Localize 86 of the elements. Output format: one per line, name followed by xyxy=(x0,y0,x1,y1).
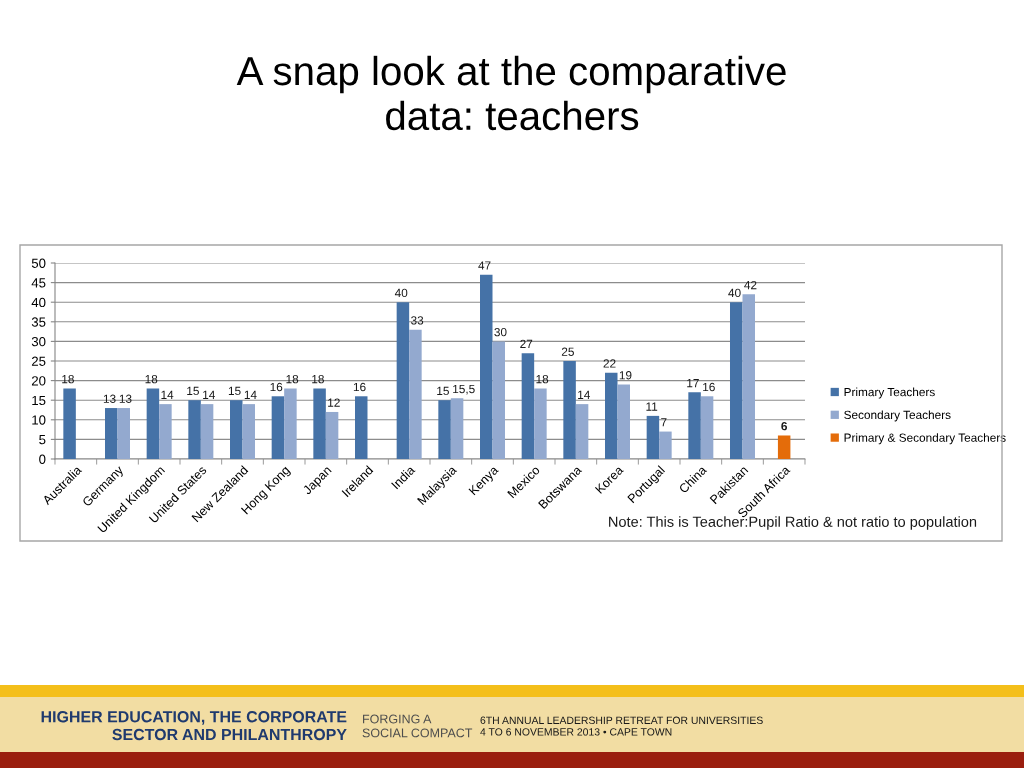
data-label: 19 xyxy=(619,371,632,380)
data-label: 16 xyxy=(353,382,366,392)
y-tick-label: 40 xyxy=(31,297,46,308)
data-label: 40 xyxy=(728,288,741,298)
bar xyxy=(146,388,160,459)
data-label: 6 xyxy=(781,422,788,431)
y-tick-label: 10 xyxy=(32,415,46,425)
y-tick-label: 45 xyxy=(31,278,46,288)
data-label: 18 xyxy=(312,374,324,384)
y-tick-label: 35 xyxy=(31,317,46,327)
bar xyxy=(325,411,339,459)
data-label: 16 xyxy=(270,382,283,392)
text: FORGING A SOCIAL COMPACT xyxy=(362,714,473,738)
bar xyxy=(409,329,422,459)
y-tick-label: 15 xyxy=(32,395,46,406)
legend-label: Primary Teachers xyxy=(844,387,935,399)
data-label: 14 xyxy=(161,390,174,399)
data-label: 47 xyxy=(478,261,491,270)
bar xyxy=(396,302,410,459)
data-label: 16 xyxy=(703,382,715,392)
data-label: 42 xyxy=(744,280,757,290)
text: 6TH ANNUAL LEADERSHIP RETREAT FOR UNIVERSITIES 4 TO 6 NOVEMBER 2013 • CAPE TOWN xyxy=(480,716,763,736)
y-tick-label: 0 xyxy=(39,454,46,464)
data-label: 18 xyxy=(62,374,74,384)
bar xyxy=(688,392,701,459)
data-label: 18 xyxy=(536,374,549,384)
bar xyxy=(438,400,451,459)
bar xyxy=(777,435,791,459)
bar xyxy=(284,388,297,459)
bar xyxy=(230,400,243,459)
bar xyxy=(105,408,118,459)
y-tick-label: 20 xyxy=(31,376,46,386)
data-label: 11 xyxy=(646,402,658,411)
y-tick-label: 50 xyxy=(31,258,46,268)
bar xyxy=(742,294,755,459)
bar xyxy=(659,431,672,459)
chart-title: A snap look at the comparative data: teachers xyxy=(236,55,786,131)
bar xyxy=(521,353,535,459)
bar xyxy=(646,415,660,459)
data-label: 12 xyxy=(328,398,340,407)
bar xyxy=(159,404,172,459)
y-tick-label: 5 xyxy=(39,435,46,445)
data-label: 25 xyxy=(561,347,574,356)
bar xyxy=(313,388,326,459)
x-tick-label: India xyxy=(390,464,416,490)
data-label: 22 xyxy=(603,359,616,368)
bar xyxy=(534,388,547,459)
data-label: 15 xyxy=(228,386,241,396)
data-label: 15,5 xyxy=(453,384,475,395)
legend-label: Primary & Secondary Teachers xyxy=(844,433,1006,445)
bar xyxy=(63,388,76,459)
bar xyxy=(563,361,576,459)
legend-label: Secondary Teachers xyxy=(844,410,951,422)
bar xyxy=(700,396,714,459)
data-label: 13 xyxy=(103,394,116,403)
y-tick-label: 25 xyxy=(31,356,46,366)
data-label: 15 xyxy=(437,386,449,396)
data-label: 40 xyxy=(394,288,408,298)
data-label: 14 xyxy=(244,390,257,399)
text: HIGHER EDUCATION, THE CORPORATE SECTOR AND PHILANTHROPY xyxy=(41,711,347,741)
data-label: 17 xyxy=(687,379,699,388)
text: Note: This is Teacher:Pupil Ratio & not ratio to population xyxy=(609,516,977,530)
data-label: 14 xyxy=(578,390,591,399)
data-label: 7 xyxy=(661,418,667,427)
data-label: 33 xyxy=(411,316,424,325)
bar xyxy=(450,398,464,459)
bar xyxy=(480,274,493,459)
data-label: 27 xyxy=(520,339,533,348)
bar xyxy=(117,408,130,459)
data-label: 13 xyxy=(119,394,132,403)
data-label: 18 xyxy=(145,374,158,384)
bar xyxy=(492,341,505,459)
y-tick-label: 30 xyxy=(31,336,46,347)
bar xyxy=(730,302,743,459)
data-label: 30 xyxy=(494,327,507,337)
bar xyxy=(617,384,630,459)
bar xyxy=(188,400,201,459)
bar xyxy=(200,404,214,459)
bar xyxy=(605,372,618,459)
data-label: 18 xyxy=(286,374,299,384)
bar xyxy=(355,396,368,459)
data-label: 15 xyxy=(187,386,199,396)
bar xyxy=(271,396,285,459)
data-label: 14 xyxy=(203,390,216,399)
bar xyxy=(575,404,589,459)
bar xyxy=(242,404,255,459)
